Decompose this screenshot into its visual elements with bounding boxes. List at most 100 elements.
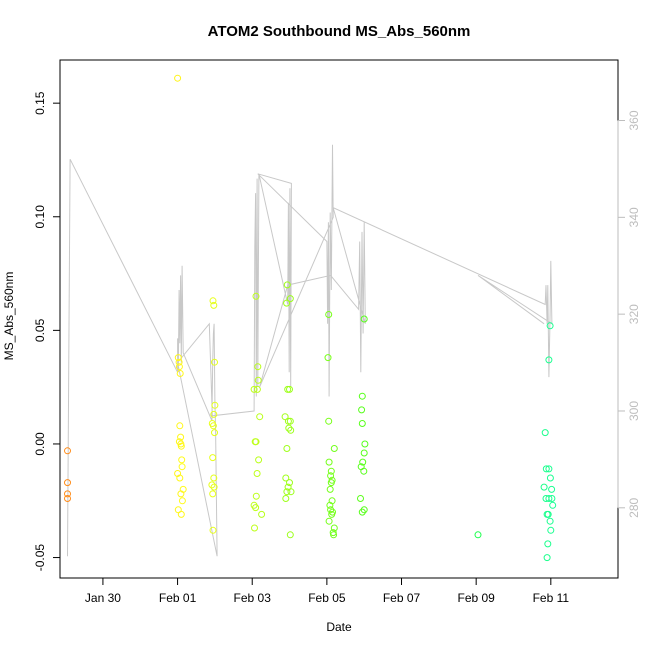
data-point — [286, 479, 293, 487]
data-point — [64, 490, 71, 498]
data-point — [326, 501, 334, 509]
data-point — [211, 401, 219, 409]
data-point — [327, 472, 335, 480]
data-point — [326, 485, 334, 493]
data-point — [64, 479, 71, 487]
data-point — [287, 488, 295, 496]
data-point — [330, 445, 338, 452]
y2-tick-label: 340 — [627, 207, 641, 227]
data-point — [324, 354, 332, 362]
data-point — [64, 447, 71, 455]
data-point — [546, 474, 554, 482]
data-point — [474, 531, 482, 539]
data-point — [255, 456, 263, 464]
data-point — [208, 481, 216, 489]
data-point — [250, 385, 258, 393]
data-point — [286, 295, 294, 303]
data-point — [177, 433, 185, 441]
data-point — [547, 526, 555, 534]
data-point — [211, 358, 218, 366]
data-point — [543, 510, 551, 518]
data-point — [360, 449, 368, 457]
y-tick-label: 0.15 — [33, 91, 47, 115]
data-point — [544, 540, 552, 548]
data-point — [325, 311, 333, 318]
x-tick-label: Feb 01 — [159, 591, 197, 605]
data-point — [283, 299, 291, 307]
data-point — [546, 322, 554, 330]
data-point — [325, 517, 333, 525]
data-point — [545, 465, 553, 473]
data-point — [210, 301, 218, 309]
data-point — [325, 458, 333, 466]
data-point — [328, 510, 336, 518]
data-point — [286, 417, 294, 425]
data-point — [283, 445, 291, 452]
data-point — [360, 506, 368, 514]
data-point — [327, 467, 335, 475]
data-point — [252, 292, 260, 300]
plot-frame — [59, 59, 619, 579]
x-tick-label: Feb 09 — [457, 591, 495, 605]
data-point — [357, 495, 364, 502]
data-point — [209, 526, 217, 534]
data-point — [209, 454, 217, 462]
data-point — [358, 406, 366, 414]
x-tick-label: Feb 03 — [234, 591, 272, 605]
data-point — [256, 413, 264, 421]
data-point — [360, 467, 368, 475]
data-point — [177, 510, 185, 518]
data-point — [327, 479, 335, 487]
data-point — [283, 281, 291, 289]
data-point — [286, 385, 293, 393]
data-point — [175, 358, 183, 366]
data-point — [210, 474, 218, 482]
data-point — [209, 490, 217, 498]
y2-tick-label: 320 — [627, 304, 641, 324]
data-point — [64, 495, 71, 502]
x-tick-label: Feb 05 — [308, 591, 346, 605]
y-tick-label: 0.00 — [33, 432, 47, 456]
data-point — [543, 554, 551, 562]
y2-tick-label: 300 — [627, 401, 641, 421]
data-point — [360, 315, 368, 323]
data-point — [178, 456, 186, 464]
data-point — [211, 429, 218, 437]
data-point — [178, 463, 186, 471]
data-point — [330, 524, 338, 532]
data-point — [330, 531, 338, 539]
y-tick-label: 0.05 — [33, 318, 47, 342]
data-point — [327, 506, 335, 514]
y-tick-label: -0.05 — [33, 544, 47, 572]
data-point — [254, 376, 262, 384]
data-point — [361, 440, 369, 448]
y2-tick-label: 360 — [627, 110, 641, 130]
axes: Jan 30 Feb 01 Feb 03 Feb 05 Feb 07 Feb 09 Feb … — [33, 91, 641, 605]
data-point — [252, 438, 260, 446]
data-point — [286, 531, 294, 539]
data-point — [358, 420, 366, 427]
x-tick-label: Feb 11 — [533, 591, 570, 605]
data-point — [177, 442, 185, 450]
data-point — [176, 370, 184, 377]
data-point — [548, 485, 556, 493]
data-point — [281, 413, 289, 421]
data-point — [176, 474, 184, 482]
y-tick-label: 0.10 — [33, 205, 47, 229]
data-point — [542, 465, 550, 473]
data-point — [540, 483, 548, 491]
data-point — [253, 470, 261, 477]
data-point — [549, 501, 557, 509]
x-tick-label: Feb 07 — [383, 591, 421, 605]
data-point — [258, 510, 266, 518]
data-point — [548, 495, 556, 502]
data-point — [545, 495, 553, 502]
data-point — [284, 417, 292, 425]
data-point — [358, 508, 366, 516]
points-layer — [64, 74, 557, 562]
data-point — [210, 483, 218, 491]
x-tick-label: Jan 30 — [85, 591, 121, 605]
data-point — [210, 410, 218, 418]
data-point — [175, 363, 183, 371]
y2-tick-label: 280 — [627, 497, 641, 517]
